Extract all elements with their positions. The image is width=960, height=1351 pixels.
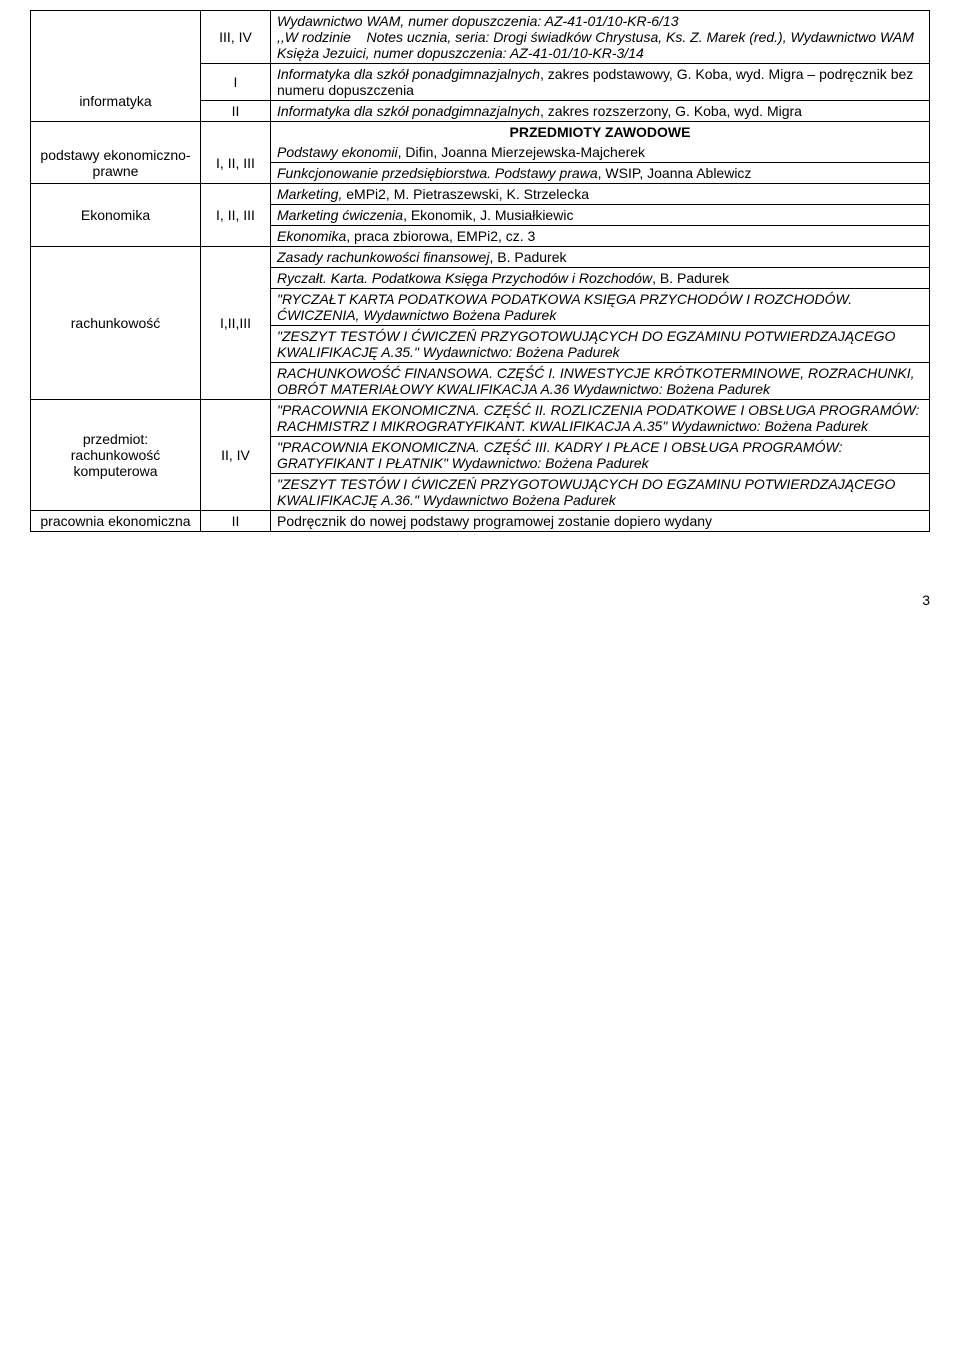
- book-cell: Marketing, eMPi2, M. Pietraszewski, K. S…: [271, 184, 930, 205]
- book-cell: Podstawy ekonomii, Difin, Joanna Mierzej…: [271, 142, 930, 163]
- subject-cell: rachunkowość: [31, 247, 201, 400]
- document-table: informatyka III, IV Wydawnictwo WAM, num…: [30, 10, 930, 532]
- book-text: Marketing, eMPi2, M. Pietraszewski, K. S…: [277, 186, 589, 202]
- book-text: Ekonomika, praca zbiorowa, EMPi2, cz. 3: [277, 228, 535, 244]
- class-cell: II: [201, 511, 271, 532]
- book-text: "ZESZYT TESTÓW I ĆWICZEŃ PRZYGOTOWUJĄCYC…: [277, 476, 895, 508]
- book-text: Podstawy ekonomii, Difin, Joanna Mierzej…: [277, 144, 645, 160]
- class-cell: II, IV: [201, 400, 271, 511]
- book-text: Marketing ćwiczenia, Ekonomik, J. Musiał…: [277, 207, 573, 223]
- class-cell: I, II, III: [201, 184, 271, 247]
- book-text: "RYCZAŁT KARTA PODATKOWA PODATKOWA KSIĘG…: [277, 291, 852, 323]
- book-cell: "PRACOWNIA EKONOMICZNA. CZĘŚĆ III. KADRY…: [271, 437, 930, 474]
- class-cell: III, IV: [201, 11, 271, 64]
- book-text: Zasady rachunkowości finansowej, B. Padu…: [277, 249, 567, 265]
- book-cell: Informatyka dla szkół ponadgimnazjalnych…: [271, 101, 930, 122]
- book-cell: "ZESZYT TESTÓW I ĆWICZEŃ PRZYGOTOWUJĄCYC…: [271, 326, 930, 363]
- book-text: Wydawnictwo WAM, numer dopuszczenia: AZ-…: [277, 13, 679, 29]
- class-cell: I: [201, 64, 271, 101]
- book-cell: Ryczałt. Karta. Podatkowa Księga Przycho…: [271, 268, 930, 289]
- subject-cell: podstawy ekonomiczno-prawne: [31, 142, 201, 184]
- section-spacer: [201, 122, 271, 143]
- book-cell: "RYCZAŁT KARTA PODATKOWA PODATKOWA KSIĘG…: [271, 289, 930, 326]
- section-header: PRZEDMIOTY ZAWODOWE: [271, 122, 930, 143]
- book-text: "PRACOWNIA EKONOMICZNA. CZĘŚĆ II. ROZLIC…: [277, 402, 920, 434]
- subject-cell: pracownia ekonomiczna: [31, 511, 201, 532]
- book-text: Funkcjonowanie przedsiębiorstwa. Podstaw…: [277, 165, 751, 181]
- book-cell: "PRACOWNIA EKONOMICZNA. CZĘŚĆ II. ROZLIC…: [271, 400, 930, 437]
- book-cell: Wydawnictwo WAM, numer dopuszczenia: AZ-…: [271, 11, 930, 64]
- book-text: "ZESZYT TESTÓW I ĆWICZEŃ PRZYGOTOWUJĄCYC…: [277, 328, 895, 360]
- book-text: Informatyka dla szkół ponadgimnazjalnych…: [277, 103, 802, 119]
- class-cell: I, II, III: [201, 142, 271, 184]
- class-cell: I,II,III: [201, 247, 271, 400]
- book-cell: Ekonomika, praca zbiorowa, EMPi2, cz. 3: [271, 226, 930, 247]
- book-cell: Informatyka dla szkół ponadgimnazjalnych…: [271, 64, 930, 101]
- book-text: "PRACOWNIA EKONOMICZNA. CZĘŚĆ III. KADRY…: [277, 439, 843, 471]
- section-spacer: [31, 122, 201, 143]
- subject-informatyka: informatyka: [79, 93, 151, 109]
- book-cell: Marketing ćwiczenia, Ekonomik, J. Musiał…: [271, 205, 930, 226]
- subject-cell: przedmiot: rachunkowość komputerowa: [31, 400, 201, 511]
- book-text: Ryczałt. Karta. Podatkowa Księga Przycho…: [277, 270, 729, 286]
- book-text: Informatyka dla szkół ponadgimnazjalnych…: [277, 66, 913, 98]
- subject-cell-blank-informatyka: informatyka: [31, 11, 201, 122]
- book-text: ,,W rodzinie Notes ucznia, seria: Drogi …: [277, 29, 914, 61]
- book-cell: Podręcznik do nowej podstawy programowej…: [271, 511, 930, 532]
- book-cell: Funkcjonowanie przedsiębiorstwa. Podstaw…: [271, 163, 930, 184]
- page-number: 3: [30, 592, 930, 608]
- book-cell: Zasady rachunkowości finansowej, B. Padu…: [271, 247, 930, 268]
- subject-cell: Ekonomika: [31, 184, 201, 247]
- class-cell: II: [201, 101, 271, 122]
- book-text: RACHUNKOWOŚĆ FINANSOWA. CZĘŚĆ I. INWESTY…: [277, 365, 915, 397]
- book-cell: "ZESZYT TESTÓW I ĆWICZEŃ PRZYGOTOWUJĄCYC…: [271, 474, 930, 511]
- book-cell: RACHUNKOWOŚĆ FINANSOWA. CZĘŚĆ I. INWESTY…: [271, 363, 930, 400]
